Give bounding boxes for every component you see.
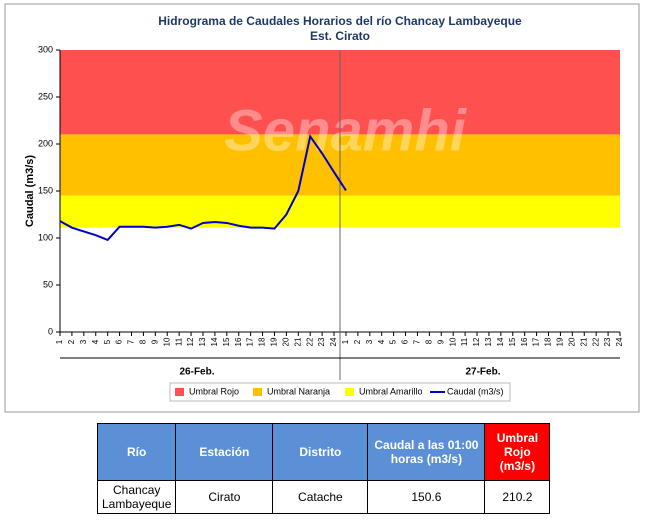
x-tick-label: 6 bbox=[115, 339, 124, 344]
x-tick-label: 1 bbox=[341, 339, 350, 344]
x-tick-label: 18 bbox=[258, 337, 267, 346]
x-tick-label: 8 bbox=[139, 339, 148, 344]
legend-swatch bbox=[345, 388, 354, 396]
x-tick-label: 4 bbox=[91, 339, 100, 344]
x-tick-label: 8 bbox=[424, 339, 433, 344]
legend-label: Umbral Amarillo bbox=[359, 386, 423, 396]
y-tick-label: 150 bbox=[38, 185, 53, 195]
x-tick-label: 17 bbox=[532, 337, 541, 346]
y-tick-label: 100 bbox=[38, 232, 53, 242]
y-tick-label: 250 bbox=[38, 91, 53, 101]
legend-label: Umbral Naranja bbox=[267, 386, 330, 396]
header-cell: Umbral Rojo (m3/s) bbox=[484, 423, 551, 481]
x-tick-label: 22 bbox=[305, 337, 314, 346]
x-tick-label: 23 bbox=[317, 337, 326, 346]
y-tick-label: 50 bbox=[43, 279, 53, 289]
x-tick-label: 2 bbox=[353, 339, 362, 344]
x-tick-label: 18 bbox=[544, 337, 553, 346]
x-tick-label: 2 bbox=[67, 339, 76, 344]
x-tick-label: 11 bbox=[460, 337, 469, 346]
chart: Hidrograma de Caudales Horarios del río … bbox=[4, 3, 640, 413]
y-axis-label: Caudal (m3/s) bbox=[24, 155, 36, 227]
x-tick-label: 24 bbox=[329, 337, 338, 346]
x-tick-label: 3 bbox=[365, 339, 374, 344]
y-tick-label: 300 bbox=[38, 44, 53, 54]
watermark: Senamhi bbox=[224, 98, 468, 163]
x-tick-label: 16 bbox=[234, 337, 243, 346]
x-tick-label: 9 bbox=[436, 339, 445, 344]
x-tick-label: 10 bbox=[162, 337, 171, 346]
x-tick-label: 21 bbox=[579, 337, 588, 346]
chart-title: Hidrograma de Caudales Horarios del río … bbox=[158, 14, 522, 28]
x-tick-label: 5 bbox=[103, 339, 112, 344]
legend-swatch bbox=[253, 388, 262, 396]
x-tick-label: 11 bbox=[174, 337, 183, 346]
station-table: Río Estación Distrito Caudal a las 01:00… bbox=[96, 423, 551, 514]
x-tick-label: 14 bbox=[210, 337, 219, 346]
y-tick-label: 0 bbox=[48, 326, 53, 336]
x-tick-label: 12 bbox=[472, 337, 481, 346]
x-tick-label: 13 bbox=[198, 337, 207, 346]
x-tick-label: 9 bbox=[150, 339, 159, 344]
legend-frame bbox=[169, 382, 511, 402]
legend-label: Umbral Rojo bbox=[189, 386, 239, 396]
x-tick-label: 13 bbox=[484, 337, 493, 346]
y-tick-label: 200 bbox=[38, 138, 53, 148]
group-label: 26-Feb. bbox=[180, 367, 215, 378]
x-tick-label: 6 bbox=[401, 339, 410, 344]
cell: Catache bbox=[272, 480, 369, 514]
x-tick-label: 23 bbox=[603, 337, 612, 346]
x-tick-label: 17 bbox=[246, 337, 255, 346]
x-tick-label: 20 bbox=[281, 337, 290, 346]
x-tick-label: 7 bbox=[127, 339, 136, 344]
x-tick-label: 20 bbox=[567, 337, 576, 346]
cell: Cirato bbox=[175, 480, 274, 514]
x-tick-label: 10 bbox=[448, 337, 457, 346]
x-tick-label: 24 bbox=[615, 337, 624, 346]
x-tick-label: 22 bbox=[591, 337, 600, 346]
x-tick-label: 15 bbox=[508, 337, 517, 346]
header-cell: Distrito bbox=[272, 423, 369, 481]
cell: 210.2 bbox=[484, 480, 551, 514]
x-tick-label: 16 bbox=[520, 337, 529, 346]
cell: Chancay Lambayeque bbox=[96, 480, 177, 514]
header-cell: Estación bbox=[175, 423, 274, 481]
x-tick-label: 21 bbox=[293, 337, 302, 346]
x-tick-label: 5 bbox=[389, 339, 398, 344]
header-cell: Caudal a las 01:00 horas (m3/s) bbox=[367, 423, 486, 481]
x-tick-label: 12 bbox=[186, 337, 195, 346]
legend-label: Caudal (m3/s) bbox=[447, 386, 504, 396]
group-label: 27-Feb. bbox=[465, 367, 500, 378]
series-line bbox=[59, 134, 347, 242]
cell: 150.6 bbox=[367, 480, 486, 514]
chart-subtitle: Est. Cirato bbox=[310, 29, 370, 43]
x-tick-label: 3 bbox=[79, 339, 88, 344]
x-tick-label: 19 bbox=[270, 337, 279, 346]
x-tick-label: 7 bbox=[413, 339, 422, 344]
x-tick-label: 4 bbox=[377, 339, 386, 344]
x-tick-label: 19 bbox=[556, 337, 565, 346]
header-cell: Río bbox=[96, 423, 177, 481]
x-tick-label: 14 bbox=[496, 337, 505, 346]
x-tick-label: 15 bbox=[222, 337, 231, 346]
legend-swatch bbox=[175, 388, 184, 396]
x-tick-label: 1 bbox=[55, 339, 64, 344]
